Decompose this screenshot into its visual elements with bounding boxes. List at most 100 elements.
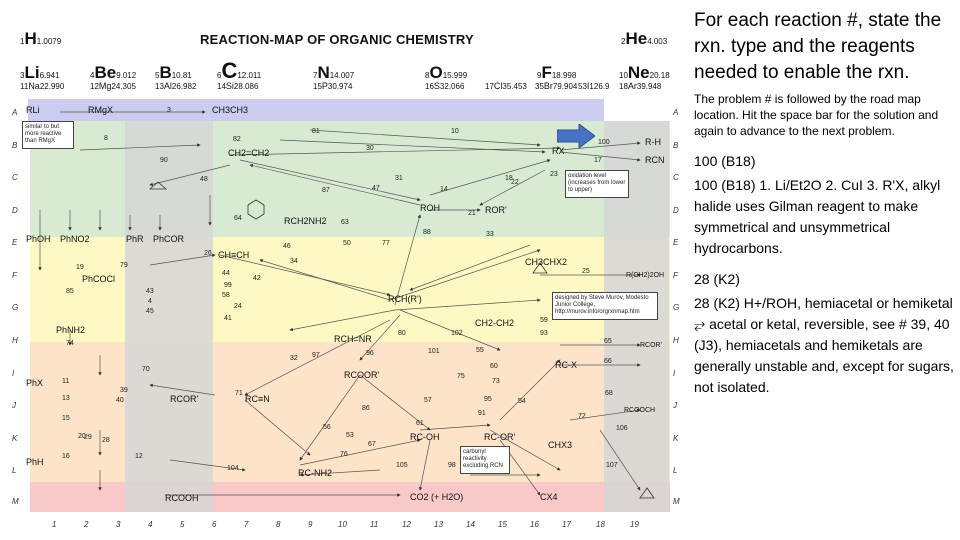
rxn-number: 45: [146, 308, 154, 315]
rxn-number: 60: [490, 363, 498, 370]
problem-heading-28: 28 (K2): [694, 271, 740, 287]
rxn-number: 88: [423, 229, 431, 236]
rxn-number: 104: [227, 465, 239, 472]
col-label-19: 19: [630, 520, 639, 529]
rxn-number: 13: [62, 395, 70, 402]
compound-roh: ROH: [420, 203, 440, 213]
rxn-number: 25: [582, 268, 590, 275]
rxn-number: 80: [398, 330, 406, 337]
rxn-number: 19: [76, 264, 84, 271]
text-panel: For each reaction #, state the rxn. type…: [694, 8, 956, 398]
rxn-number: 4: [148, 298, 152, 305]
rxn-number: 99: [224, 282, 232, 289]
compound-rcoor: RCOOR': [344, 370, 380, 380]
row-label-k-right: K: [673, 434, 679, 443]
compound-ror: ROR': [485, 205, 507, 215]
element-br: 35Br79.904: [535, 81, 578, 91]
row-label-b: B: [12, 141, 18, 150]
compound-rli: RLi: [26, 105, 40, 115]
rxn-number: 56: [323, 424, 331, 431]
row-label-e-right: E: [673, 238, 679, 247]
rxn-number: 57: [424, 397, 432, 404]
compound-rcooch: RCOOCH: [624, 407, 656, 414]
element-li: 3Li6.941: [20, 63, 60, 82]
compound-rchnr: RCH=NR: [334, 334, 372, 344]
compound-co2: CO2 (+ H2O): [410, 492, 464, 502]
rxn-number: 24: [234, 303, 242, 310]
rxn-number: 39: [120, 387, 128, 394]
row-label-j-right: J: [673, 401, 677, 410]
rxn-number: 65: [604, 338, 612, 345]
rxn-number: 44: [222, 270, 230, 277]
rxn-number: 73: [492, 378, 500, 385]
row-label-m-right: M: [673, 497, 680, 506]
rxn-number: 98: [448, 462, 456, 469]
reaction-arrows: [38, 110, 655, 499]
col-label-12: 12: [402, 520, 411, 529]
rxn-number: 64: [234, 215, 242, 222]
rxn-number: 77: [382, 240, 390, 247]
row-label-h-right: H: [673, 336, 679, 345]
col-label-15: 15: [498, 520, 507, 529]
row-label-f: F: [12, 271, 17, 280]
col-label-9: 9: [308, 520, 313, 529]
rxn-number: 86: [362, 405, 370, 412]
rxn-number: 74: [66, 340, 74, 347]
rxn-number: 34: [290, 258, 298, 265]
rxn-number: 8: [104, 135, 108, 142]
compound-phcocl: PhCOCl: [82, 274, 116, 284]
col-label-18: 18: [596, 520, 605, 529]
map-title: REACTION-MAP OF ORGANIC CHEMISTRY: [200, 32, 474, 47]
compound-phnh: PhNH2: [56, 325, 86, 335]
col-label-14: 14: [466, 520, 475, 529]
band-row-a: [28, 99, 604, 121]
element-cl: 17Cl35.453: [485, 81, 527, 91]
element-n: 7N14.007: [313, 63, 355, 82]
rxn-number: 32: [290, 355, 298, 362]
rxn-number: 11: [62, 378, 70, 385]
row-label-l: L: [12, 466, 17, 475]
rxn-number: 22: [511, 179, 519, 186]
rxn-number: 95: [484, 396, 492, 403]
compound-ch2ch2-epoxide: CH2-CH2: [475, 318, 515, 328]
element-al: 13Al26.982: [155, 81, 197, 91]
col-label-6: 6: [212, 520, 217, 529]
rxn-number: 14: [440, 186, 448, 193]
rxn-number: 20: [78, 433, 86, 440]
compound-phx: PhX: [26, 378, 44, 388]
compound-rch2ch2oh: R(CH2)2OH: [626, 272, 665, 279]
note-oxidation-level: oxidation level (increases from lower to…: [565, 170, 629, 198]
compound-rcx: RC-X: [555, 360, 577, 370]
row-label-i: I: [12, 369, 15, 378]
element-f: 9F18.998: [537, 63, 577, 82]
element-si: 14Si28.086: [217, 81, 259, 91]
rxn-number: 106: [616, 425, 628, 432]
row-label-a: A: [12, 108, 18, 117]
row-label-c-right: C: [673, 173, 679, 182]
element-b: 5B10.81: [155, 63, 192, 82]
rxn-number: 41: [224, 315, 232, 322]
rxn-number: 47: [372, 185, 380, 192]
col-label-11: 11: [370, 520, 379, 529]
row-label-l-right: L: [673, 466, 678, 475]
element-i: 53I126.9: [578, 81, 610, 91]
rxn-number: 71: [235, 390, 243, 397]
row-label-c: C: [12, 173, 18, 182]
compound-ch3chx2: CH3CHX2: [525, 257, 568, 267]
row-label-m: M: [12, 497, 19, 506]
compound-phcor: PhCOR: [153, 234, 185, 244]
rxn-number: 68: [605, 390, 613, 397]
rxn-number: 23: [550, 171, 558, 178]
compound-rchoh: RCH(R'): [388, 294, 422, 304]
compound-rch2nh2: RCH2NH2: [284, 216, 327, 226]
col-label-4: 4: [148, 520, 153, 529]
rxn-number: 97: [312, 352, 320, 359]
rxn-number: 101: [428, 348, 440, 355]
problem-solution-100: 100 (B18) 1. Li/Et2O 2. CuI 3. R'X, alky…: [694, 177, 941, 256]
rxn-number: 46: [283, 243, 291, 250]
col-label-1: 1: [52, 520, 57, 529]
element-ar: 18Ar39.948: [619, 81, 662, 91]
compound-phr: PhR: [126, 234, 144, 244]
compound-rcn-nitrile: RC≡N: [245, 394, 270, 404]
col-label-17: 17: [562, 520, 571, 529]
